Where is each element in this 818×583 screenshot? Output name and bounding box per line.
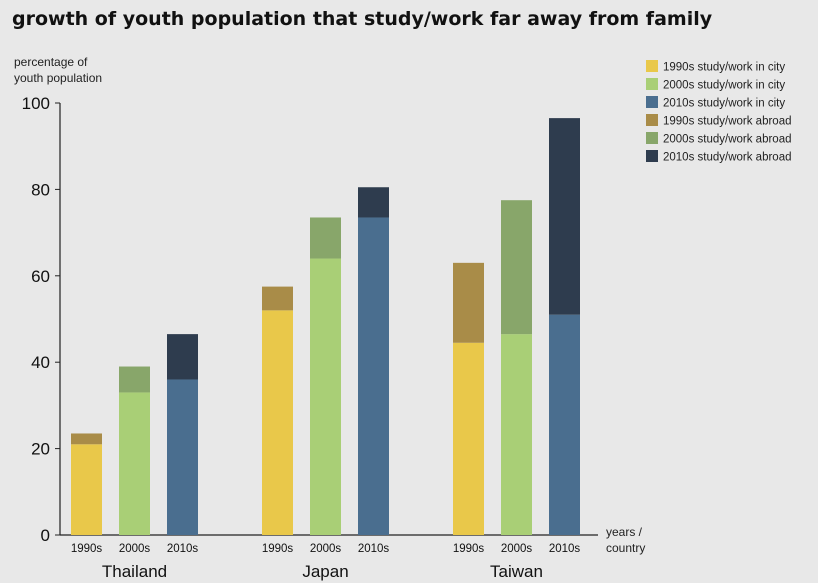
y-tick-label: 100 — [22, 94, 50, 113]
bar-japan-1990s-city — [262, 310, 293, 535]
legend-label: 1990s study/work abroad — [663, 116, 792, 128]
x-group-label-thailand: Thailand — [102, 562, 167, 581]
bar-taiwan-1990s-city — [453, 342, 484, 535]
x-tick-label-decade: 2000s — [119, 543, 151, 555]
bar-thailand-2010s-abroad — [167, 334, 198, 380]
y-axis-label-line-2: youth population — [14, 71, 102, 85]
bar-taiwan-2000s-abroad — [501, 200, 532, 335]
bar-taiwan-1990s-abroad — [453, 262, 484, 343]
x-tick-label-decade: 2000s — [310, 543, 342, 555]
chart-title: growth of youth population that study/wo… — [12, 8, 713, 30]
legend-label: 2010s study/work abroad — [663, 152, 792, 164]
bar-taiwan-2010s-city — [549, 314, 580, 535]
x-tick-label-decade: 2010s — [167, 543, 199, 555]
y-axis-label-line-1: percentage of — [14, 55, 88, 69]
bar-taiwan-2000s-city — [501, 334, 532, 535]
x-tick-label-decade: 1990s — [71, 543, 103, 555]
bar-japan-2000s-city — [310, 258, 341, 535]
x-tick-label-decade: 1990s — [262, 543, 294, 555]
legend-swatch — [646, 132, 658, 144]
y-tick-label: 60 — [31, 267, 50, 286]
legend-label: 2000s study/work abroad — [663, 134, 792, 146]
y-tick-label: 20 — [31, 440, 50, 459]
legend-label: 1990s study/work in city — [663, 62, 785, 74]
bar-thailand-2000s-city — [119, 392, 150, 535]
y-tick-label: 80 — [31, 180, 50, 199]
x-axis-label-line-2: country — [606, 541, 645, 555]
bar-taiwan-2010s-abroad — [549, 118, 580, 315]
legend-swatch — [646, 78, 658, 90]
x-tick-label-decade: 2010s — [549, 543, 581, 555]
legend-swatch — [646, 96, 658, 108]
x-group-label-japan: Japan — [302, 562, 348, 581]
bar-thailand-1990s-city — [71, 444, 102, 535]
x-tick-label-decade: 1990s — [453, 543, 485, 555]
legend-swatch — [646, 60, 658, 72]
x-group-label-taiwan: Taiwan — [490, 562, 543, 581]
legend-label: 2010s study/work in city — [663, 98, 785, 110]
x-tick-label-decade: 2010s — [358, 543, 390, 555]
legend-swatch — [646, 114, 658, 126]
y-tick-label: 0 — [41, 526, 50, 545]
legend-label: 2000s study/work in city — [663, 80, 785, 92]
bar-japan-2000s-abroad — [310, 217, 341, 259]
bar-thailand-1990s-abroad — [71, 433, 102, 445]
bar-thailand-2000s-abroad — [119, 366, 150, 393]
legend-swatch — [646, 150, 658, 162]
bar-japan-2010s-abroad — [358, 187, 389, 218]
bar-thailand-2010s-city — [167, 379, 198, 535]
bar-japan-1990s-abroad — [262, 286, 293, 311]
x-axis-label-line-1: years / — [606, 525, 643, 539]
bar-japan-2010s-city — [358, 217, 389, 536]
x-tick-label-decade: 2000s — [501, 543, 533, 555]
y-tick-label: 40 — [31, 353, 50, 372]
